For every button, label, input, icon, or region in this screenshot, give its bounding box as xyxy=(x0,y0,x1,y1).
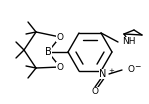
Text: B: B xyxy=(45,47,51,57)
Text: O: O xyxy=(91,87,98,97)
Text: O: O xyxy=(56,32,63,41)
Text: O: O xyxy=(127,66,134,74)
Text: +: + xyxy=(108,68,114,74)
Text: N: N xyxy=(99,69,107,79)
Text: NH: NH xyxy=(122,38,135,46)
Text: O: O xyxy=(56,63,63,72)
Text: −: − xyxy=(134,63,140,72)
